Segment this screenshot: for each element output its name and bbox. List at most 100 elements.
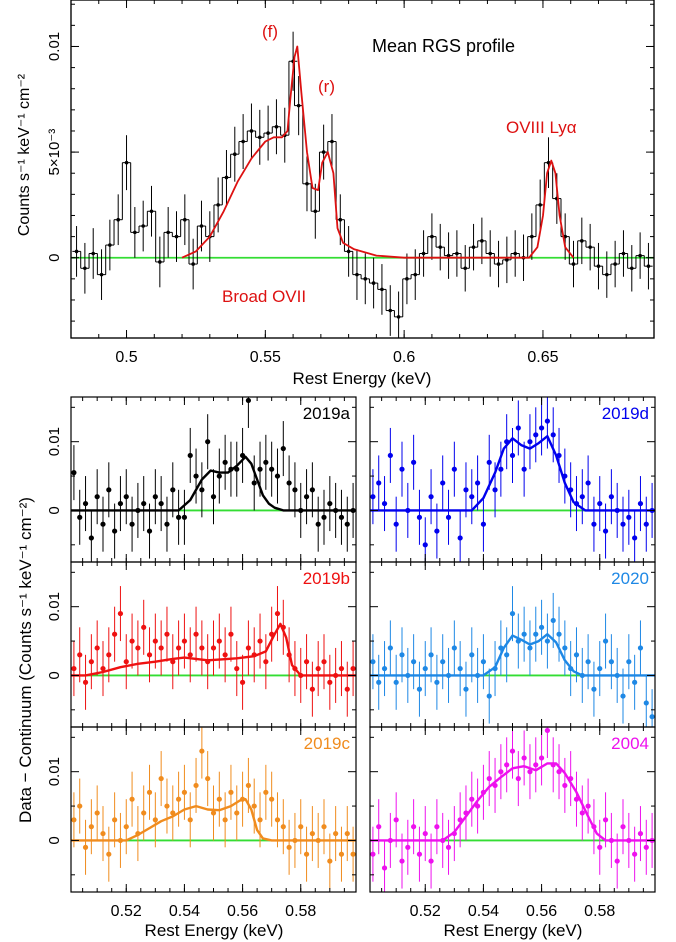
panel-2019d-data-point — [475, 480, 481, 486]
panel-2019a-data-point — [251, 480, 257, 486]
panel-2004-data-point — [533, 762, 539, 768]
panel-2004-ticks: 0.52 0.54 0.56 0.58 — [370, 727, 655, 920]
panel-2004-data-point — [405, 844, 411, 850]
panel-2004-data-point — [614, 858, 620, 864]
top-data-point — [274, 124, 279, 129]
top-data-point — [430, 234, 434, 239]
panel-2019c-data-point — [112, 817, 118, 823]
panel-2019a-data-point — [187, 452, 193, 459]
panel-2019a-model-curve — [71, 455, 356, 512]
top-data-point — [249, 129, 254, 133]
panel-2019a-data-point — [321, 514, 327, 520]
bottom-ylabel: Data − Continuum (Counts s⁻¹ keV⁻¹ cm⁻²) — [16, 497, 35, 823]
panel-2019c-data-point — [327, 858, 333, 864]
top-data-point — [446, 253, 451, 258]
panel-2020-plot-area — [370, 586, 655, 727]
x-tick-label: 0.6 — [393, 349, 415, 366]
panel-2019c-label: 2019c — [304, 734, 351, 753]
panel-2004-data-point — [486, 775, 492, 782]
panel-2019b-data-point — [117, 610, 124, 617]
panel-2004-data-point — [562, 782, 568, 789]
panel-2019d-data-point — [422, 542, 428, 548]
top-data-point — [149, 209, 154, 214]
top-data-point — [455, 251, 459, 256]
panel-2019b-data-point — [158, 645, 164, 651]
panel-2020-data-point — [556, 631, 562, 637]
panel-2020: 2020 — [369, 561, 656, 728]
panel-2020-data-point — [411, 659, 417, 665]
panel-2004-data-point — [585, 803, 591, 809]
top-data-point — [605, 272, 609, 277]
annotation-oviii: OVIII Lyα — [506, 118, 577, 137]
panel-2020-data-point — [399, 652, 405, 658]
annotation-broad-ovii: Broad OVII — [222, 287, 306, 306]
panel-2004-data-point — [411, 824, 417, 830]
top-plot-area — [71, 31, 654, 338]
panel-2019d-data-point — [527, 439, 533, 445]
panel-2019b-data-point — [141, 624, 147, 630]
panel-2019c-data-point — [100, 830, 106, 837]
top-data-point — [380, 287, 384, 292]
panel-2019a-data-point — [106, 487, 112, 493]
panel-2020-data-point — [428, 652, 434, 658]
panel-2019a-data-point — [303, 494, 310, 500]
panel-2020-data-point — [480, 659, 487, 665]
panel-2019a-plot-area — [71, 397, 356, 562]
top-data-point — [438, 245, 443, 249]
panel-2019d-data-point — [509, 452, 516, 459]
panel-2019b-data-point — [152, 638, 158, 644]
panel-2019b-data-point — [245, 645, 251, 651]
panel-2019b-data-point — [129, 638, 135, 644]
panel-2019c-data-point — [146, 789, 153, 795]
panel-2019b-data-point — [170, 659, 176, 665]
panel-2019a-data-point — [210, 494, 217, 500]
panel-2019b-data-point — [88, 659, 94, 665]
panel-2019c-data-point — [88, 824, 94, 830]
y-tick-label: 0 — [46, 506, 63, 514]
panel-2019b-data-point — [181, 638, 188, 644]
y-tick-label: 0 — [46, 836, 63, 844]
top-data-point — [83, 266, 87, 271]
panel-2019b-data-point — [176, 645, 182, 651]
panel-2019b-data-point — [263, 659, 269, 665]
top-xlabel: Rest Energy (keV) — [293, 369, 432, 388]
panel-2019d-data-point — [492, 487, 498, 493]
panel-2019c-data-point — [263, 789, 269, 795]
panel-2019a-data-point — [274, 473, 281, 479]
panel-2020-data-point — [550, 617, 556, 624]
panel-2019b-data-point — [315, 665, 321, 672]
panel-2019b-data-point — [344, 686, 350, 692]
top-data-point — [133, 230, 137, 235]
top-data-point — [496, 262, 501, 266]
panel-2019d-data-point — [632, 535, 638, 541]
panel-2019d-data-point — [538, 425, 545, 431]
panel-2019b-data-point — [71, 665, 77, 672]
panel-2019d-data-point — [579, 494, 585, 500]
panel-2019d-data-point — [480, 521, 487, 527]
panel-2019c-plot-area — [71, 727, 356, 889]
panel-2019c-data-point — [176, 796, 182, 802]
panel-2019c-data-point — [152, 817, 158, 823]
top-data-point — [388, 308, 393, 313]
top-data-point — [174, 234, 179, 239]
panel-2019a-data-point — [82, 500, 89, 507]
panel-2020-data-point — [393, 679, 399, 685]
top-data-point — [588, 245, 592, 249]
panel-2004-data-point — [469, 796, 475, 802]
panel-2019c-data-point — [77, 803, 83, 809]
top-data-point — [571, 262, 576, 266]
panel-2019b-model-curve — [71, 622, 356, 677]
top-panel-frame — [70, 0, 655, 339]
top-panel: 0.5 0.55 0.6 0.65 0 5×10⁻³ 0.01 Mean RGS profi… — [16, 0, 655, 388]
panel-2019b-data-point — [228, 631, 234, 637]
panel-2020-data-point — [632, 679, 638, 685]
panel-2019a-data-point — [117, 500, 124, 507]
panel-2019a-data-point — [146, 528, 153, 534]
panel-2019a-label: 2019a — [303, 404, 351, 423]
panel-2019b-data-point — [338, 665, 345, 672]
panel-2020-data-point — [381, 665, 388, 672]
panel-2004-data-point — [370, 851, 376, 857]
top-data-point — [199, 224, 204, 228]
panel-2004-plot-area — [370, 727, 655, 892]
